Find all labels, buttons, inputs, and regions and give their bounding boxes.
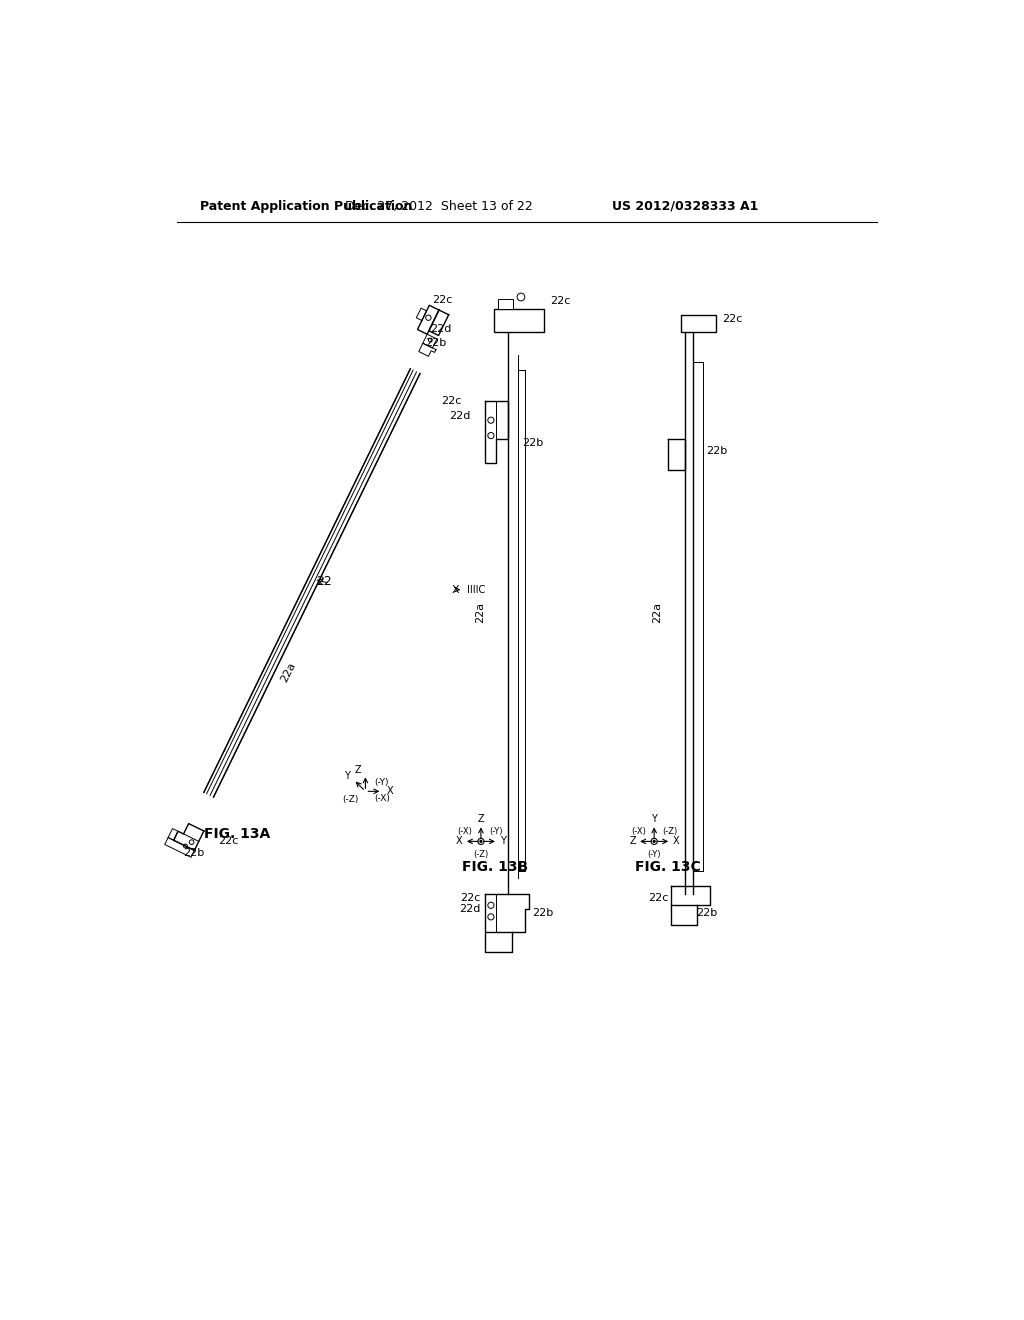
Text: 22c: 22c — [550, 296, 570, 306]
Text: Patent Application Publication: Patent Application Publication — [200, 199, 413, 213]
Text: (-X): (-X) — [458, 826, 472, 836]
Text: Z: Z — [477, 814, 484, 824]
Text: FIG. 13C: FIG. 13C — [635, 859, 700, 874]
Text: Y: Y — [344, 771, 350, 780]
Text: 22d: 22d — [450, 412, 471, 421]
Text: 22b: 22b — [426, 338, 446, 348]
Text: Y: Y — [651, 814, 657, 824]
Text: Z: Z — [355, 764, 361, 775]
Text: US 2012/0328333 A1: US 2012/0328333 A1 — [611, 199, 758, 213]
Text: X: X — [387, 787, 393, 796]
Text: 22: 22 — [316, 576, 333, 589]
Text: X: X — [452, 585, 460, 594]
Text: 22a: 22a — [475, 602, 484, 623]
Text: FIG. 13B: FIG. 13B — [462, 859, 527, 874]
Text: 22b: 22b — [521, 438, 543, 449]
Text: 22a: 22a — [280, 660, 298, 684]
Text: 22a: 22a — [652, 602, 662, 623]
Text: (-Y): (-Y) — [489, 826, 503, 836]
Text: 22c: 22c — [441, 396, 462, 407]
Text: Z: Z — [630, 837, 636, 846]
Text: 22b: 22b — [183, 847, 205, 858]
Circle shape — [653, 841, 655, 842]
Text: 22b: 22b — [532, 908, 554, 917]
Text: X: X — [673, 837, 679, 846]
Text: 22d: 22d — [460, 904, 481, 915]
Text: (-Y): (-Y) — [647, 850, 660, 859]
Text: (-Z): (-Z) — [473, 850, 488, 859]
Text: (-X): (-X) — [631, 826, 646, 836]
Text: (-Y): (-Y) — [375, 777, 389, 787]
Text: FIG. 13A: FIG. 13A — [204, 828, 270, 841]
Text: 22c: 22c — [218, 836, 239, 846]
Text: 22c: 22c — [432, 296, 453, 305]
Circle shape — [480, 841, 482, 842]
Text: 22b: 22b — [707, 446, 728, 455]
Text: (-X): (-X) — [374, 793, 390, 803]
Text: 22c: 22c — [647, 892, 668, 903]
Text: 22b: 22b — [696, 908, 718, 917]
Text: IIIIC: IIIIC — [467, 585, 485, 594]
Text: 22d: 22d — [430, 323, 452, 334]
Bar — [681, 314, 716, 331]
Text: 22c: 22c — [461, 892, 481, 903]
Text: Y: Y — [500, 837, 506, 846]
Text: (-Z): (-Z) — [342, 796, 358, 804]
Text: 22c: 22c — [722, 314, 742, 323]
Bar — [498, 300, 513, 309]
Text: X: X — [456, 837, 463, 846]
Text: (-Z): (-Z) — [663, 826, 678, 836]
Text: Dec. 27, 2012  Sheet 13 of 22: Dec. 27, 2012 Sheet 13 of 22 — [345, 199, 532, 213]
Bar — [494, 309, 544, 331]
